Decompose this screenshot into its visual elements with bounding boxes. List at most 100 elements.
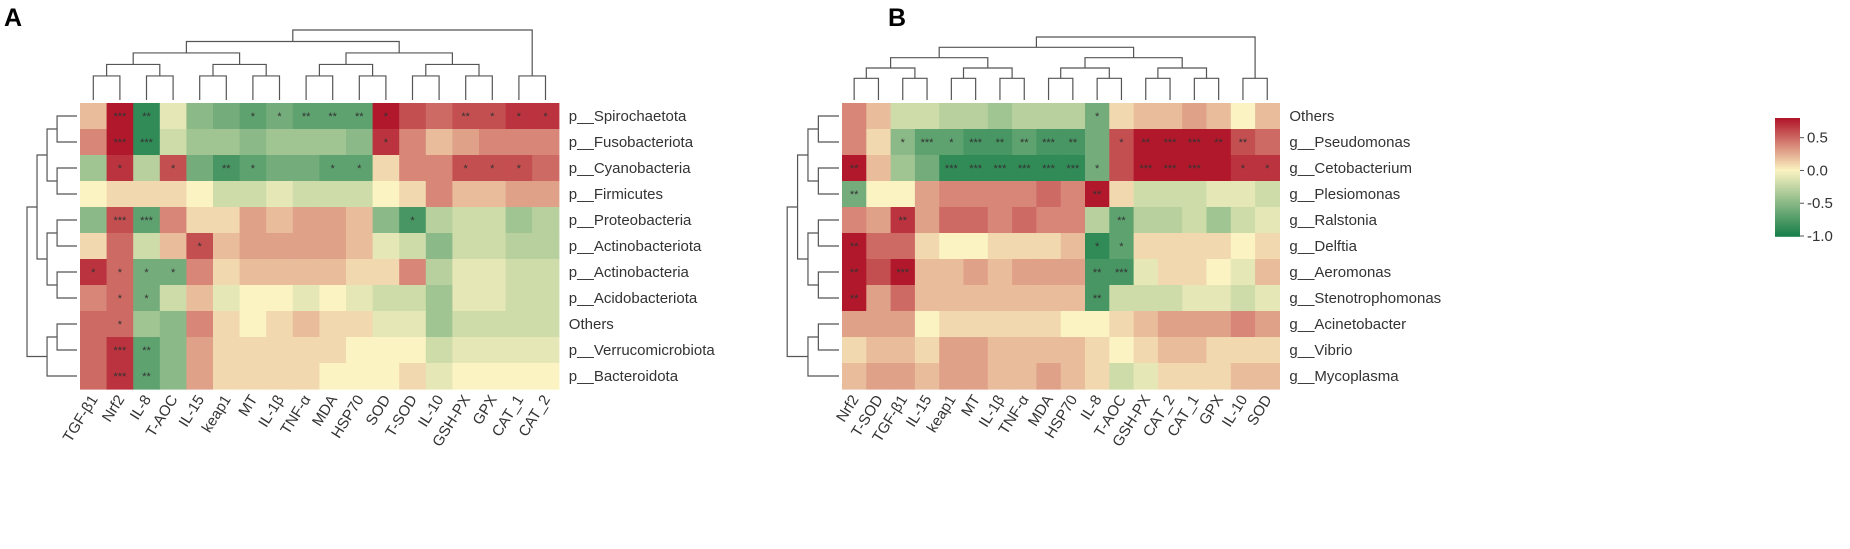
colorbar-swatch [1775,224,1800,227]
heatmap-cell [186,337,214,364]
heatmap-cell [1109,181,1135,208]
heatmap-cell [1255,363,1280,390]
heatmap-cell [186,103,214,130]
heatmap-cell [1012,311,1037,338]
significance-label: * [490,163,495,175]
heatmap-cell [292,103,320,130]
heatmap-cell [1085,337,1110,364]
heatmap-cell [890,363,916,390]
heatmap-cell [532,155,560,182]
dendrogram-branch [807,232,819,286]
heatmap-cell [866,285,892,312]
heatmap-cell [1036,207,1062,234]
significance-label: * [517,111,522,123]
heatmap-cell [1109,233,1135,260]
heatmap-cell [346,259,374,286]
heatmap-cell [479,285,507,312]
row-label: g__Mycoplasma [1289,368,1399,385]
heatmap-cell [1109,363,1135,390]
panel-label-a: A [4,4,22,32]
colorbar-swatch [1775,202,1800,206]
significance-label: ** [1141,137,1150,149]
heatmap-cell [505,233,533,260]
heatmap-cell [987,363,1013,390]
heatmap-cell [479,337,507,364]
heatmap-cell [1255,103,1280,130]
heatmap-cell [186,207,214,234]
heatmap-cell [1133,233,1159,260]
heatmap-cell [1133,155,1159,182]
heatmap-cell [532,285,560,312]
heatmap-cell [106,363,134,390]
heatmap-cell [1157,155,1183,182]
heatmap-cell [372,259,400,286]
heatmap-cell [1230,207,1256,234]
heatmap-cell [505,337,533,364]
dendrogram-branch [890,57,989,68]
row-label: g__Plesiomonas [1289,186,1400,203]
row-label: p__Firmicutes [569,186,663,203]
heatmap-cell [319,337,347,364]
heatmap-cell [239,311,267,338]
heatmap-cell [890,259,916,286]
heatmap-cell [939,155,965,182]
significance-label: ** [302,111,311,123]
heatmap-cell [1036,181,1062,208]
row-label: g__Acinetobacter [1289,316,1406,333]
heatmap-cell [1133,181,1159,208]
heatmap-cell [1012,181,1037,208]
heatmap-cell [532,207,560,234]
heatmap-cell [1255,181,1280,208]
heatmap-cell [987,207,1013,234]
heatmap-cell [505,285,533,312]
heatmap-cell [479,207,507,234]
heatmap-cell [1230,259,1256,286]
heatmap-cell [372,129,400,156]
heatmap-cell [372,233,400,260]
heatmap-cell [425,155,453,182]
dendrogram-branch [1035,36,1256,79]
heatmap-cell [372,311,400,338]
significance-label: ** [1093,267,1102,279]
heatmap-cell [1157,233,1183,260]
colorbar-swatch [1775,137,1800,141]
heatmap-cell [399,207,427,234]
dendrogram-branch [1096,77,1123,100]
dendrogram-branch [185,40,400,53]
heatmap-cell [890,129,916,156]
heatmap-cell [266,285,294,312]
heatmap-cell [239,259,267,286]
heatmap-cell [80,129,108,156]
heatmap-cell [372,285,400,312]
significance-label: ** [850,267,859,279]
colorbar-tick-label: -0.5 [1807,195,1833,212]
dendrogram-branch [796,154,808,260]
heatmap-cell [842,207,867,234]
colorbar-swatch [1775,228,1800,231]
significance-label: ** [996,137,1005,149]
heatmap-cell [963,285,989,312]
heatmap-cell [1206,129,1232,156]
significance-label: ** [898,215,907,227]
colorbar-swatch [1775,141,1800,145]
colorbar-swatch [1775,163,1800,166]
heatmap-cell [425,259,453,286]
heatmap-cell [842,103,867,130]
heatmap-cell [239,181,267,208]
heatmap-cell [452,259,480,286]
heatmap-cell [1206,103,1232,130]
heatmap-cell [505,259,533,286]
dendrogram-branch [252,75,281,100]
heatmap-cell [319,103,347,130]
colorbar-swatch [1775,177,1800,180]
heatmap-cell [1230,363,1256,390]
heatmap-cell [890,285,916,312]
heatmap-cell [266,311,294,338]
colorbar-swatch [1775,186,1800,190]
heatmap-cell [914,207,940,234]
heatmap-cell [1133,285,1159,312]
significance-label: * [171,163,176,175]
colorbar-swatch [1775,180,1800,184]
colorbar-swatch [1775,175,1800,178]
significance-label: *** [1115,267,1129,279]
